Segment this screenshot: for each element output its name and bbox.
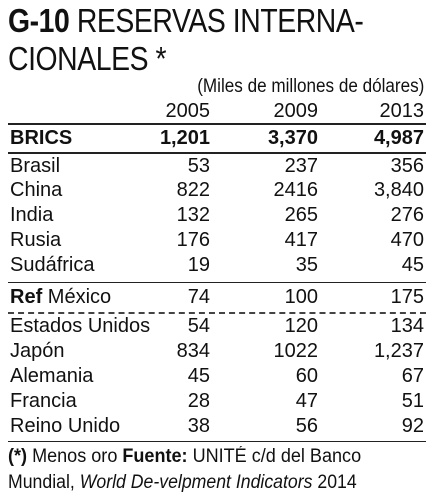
row-value: 417 xyxy=(284,229,318,251)
source-publication: World De-velpment Indicators xyxy=(79,472,313,493)
row-value: 3,840 xyxy=(373,179,424,201)
row-value: 1,201 xyxy=(159,127,210,149)
table-row: Estados Unidos 54 120 134 xyxy=(0,314,434,338)
row-value: 356 xyxy=(390,155,424,177)
row-value: 834 xyxy=(176,340,210,362)
row-value: 56 xyxy=(295,415,318,437)
row-value: 470 xyxy=(390,229,424,251)
source-text-2: Mundial, xyxy=(8,472,80,493)
row-value: 28 xyxy=(187,390,210,412)
row-value: 1,237 xyxy=(373,340,424,362)
row-value: 276 xyxy=(390,204,424,226)
note-mark: (*) xyxy=(8,446,28,467)
row-value: 53 xyxy=(187,155,210,177)
table-row: Alemania 45 60 67 xyxy=(0,364,434,388)
reference-prefix: Ref xyxy=(10,286,43,308)
row-label: Estados Unidos xyxy=(10,315,151,337)
table-code: G-10 xyxy=(8,2,70,39)
row-label: Japón xyxy=(10,340,65,362)
row-value: 2416 xyxy=(273,179,319,201)
note-text: Menos oro xyxy=(27,446,123,467)
table-row: Japón 834 1022 1,237 xyxy=(0,339,434,363)
brics-total-row: BRICS 1,201 3,370 4,987 xyxy=(0,126,434,150)
row-label: Alemania xyxy=(10,365,94,387)
table-row: Rusia 176 417 470 xyxy=(0,228,434,252)
table-row: Sudáfrica 19 35 45 xyxy=(0,253,434,277)
row-value: 19 xyxy=(187,254,210,276)
year-header-row: 2005 2009 2013 xyxy=(0,100,434,122)
row-value: 134 xyxy=(390,315,424,337)
row-label: India xyxy=(10,204,54,226)
row-value: 54 xyxy=(187,315,210,337)
row-value: 1022 xyxy=(273,340,319,362)
table-title: G-10 RESERVAS INTERNA- CIONALES * xyxy=(8,2,369,78)
title-line-1: G-10 RESERVAS INTERNA- xyxy=(8,2,369,40)
row-value: 822 xyxy=(176,179,210,201)
row-value: 100 xyxy=(284,286,318,308)
row-value: 45 xyxy=(187,365,210,387)
row-value: 92 xyxy=(401,415,424,437)
row-value: 35 xyxy=(295,254,318,276)
footer-line-1: (*) Menos oro Fuente: UNITÉ c/d del Banc… xyxy=(8,444,407,470)
table-row: India 132 265 276 xyxy=(0,203,434,227)
year-header: 2005 xyxy=(165,100,211,122)
title-text-1: RESERVAS INTERNA- xyxy=(69,2,364,39)
source-label: Fuente: xyxy=(122,446,188,467)
dashed-rule xyxy=(8,312,426,314)
year-header: 2013 xyxy=(379,100,425,122)
row-value: 67 xyxy=(401,365,424,387)
section-rule xyxy=(8,152,426,154)
reference-row: Ref México 74 100 175 xyxy=(0,285,434,309)
year-header: 2009 xyxy=(273,100,319,122)
row-value: 3,370 xyxy=(267,127,318,149)
row-value: 132 xyxy=(176,204,210,226)
row-label: Francia xyxy=(10,390,77,412)
table-row: Reino Unido 38 56 92 xyxy=(0,414,434,438)
row-label: Reino Unido xyxy=(10,415,121,437)
source-text: UNITÉ c/d del Banco xyxy=(187,446,362,467)
row-value: 74 xyxy=(187,286,210,308)
source-footer: (*) Menos oro Fuente: UNITÉ c/d del Banc… xyxy=(8,444,428,496)
row-value: 38 xyxy=(187,415,210,437)
row-label: Rusia xyxy=(10,229,62,251)
row-value: 47 xyxy=(295,390,318,412)
section-rule xyxy=(8,282,426,283)
row-value: 265 xyxy=(284,204,318,226)
source-year: 2014 xyxy=(312,472,357,493)
row-label: BRICS xyxy=(10,127,73,149)
footer-rule xyxy=(8,441,426,442)
table-row: China 822 2416 3,840 xyxy=(0,178,434,202)
row-value: 120 xyxy=(284,315,318,337)
row-value: 237 xyxy=(284,155,318,177)
row-value: 60 xyxy=(295,365,318,387)
row-label: Sudáfrica xyxy=(10,254,95,276)
footer-line-2: Mundial, World De-velpment Indicators 20… xyxy=(8,470,399,496)
row-value: 176 xyxy=(176,229,210,251)
row-value: 45 xyxy=(401,254,424,276)
header-rule xyxy=(8,123,426,125)
title-line-2: CIONALES * xyxy=(8,40,167,77)
row-value: 4,987 xyxy=(373,127,424,149)
row-value: 175 xyxy=(390,286,424,308)
table-row: Brasil 53 237 356 xyxy=(0,154,434,178)
table-row: Francia 28 47 51 xyxy=(0,389,434,413)
units-subtitle: (Miles de millones de dólares) xyxy=(196,76,424,97)
row-value: 51 xyxy=(401,390,424,412)
row-label: Brasil xyxy=(10,155,61,177)
reference-country: México xyxy=(47,286,112,308)
row-label: China xyxy=(10,179,63,201)
row-label: Ref México xyxy=(10,285,111,309)
